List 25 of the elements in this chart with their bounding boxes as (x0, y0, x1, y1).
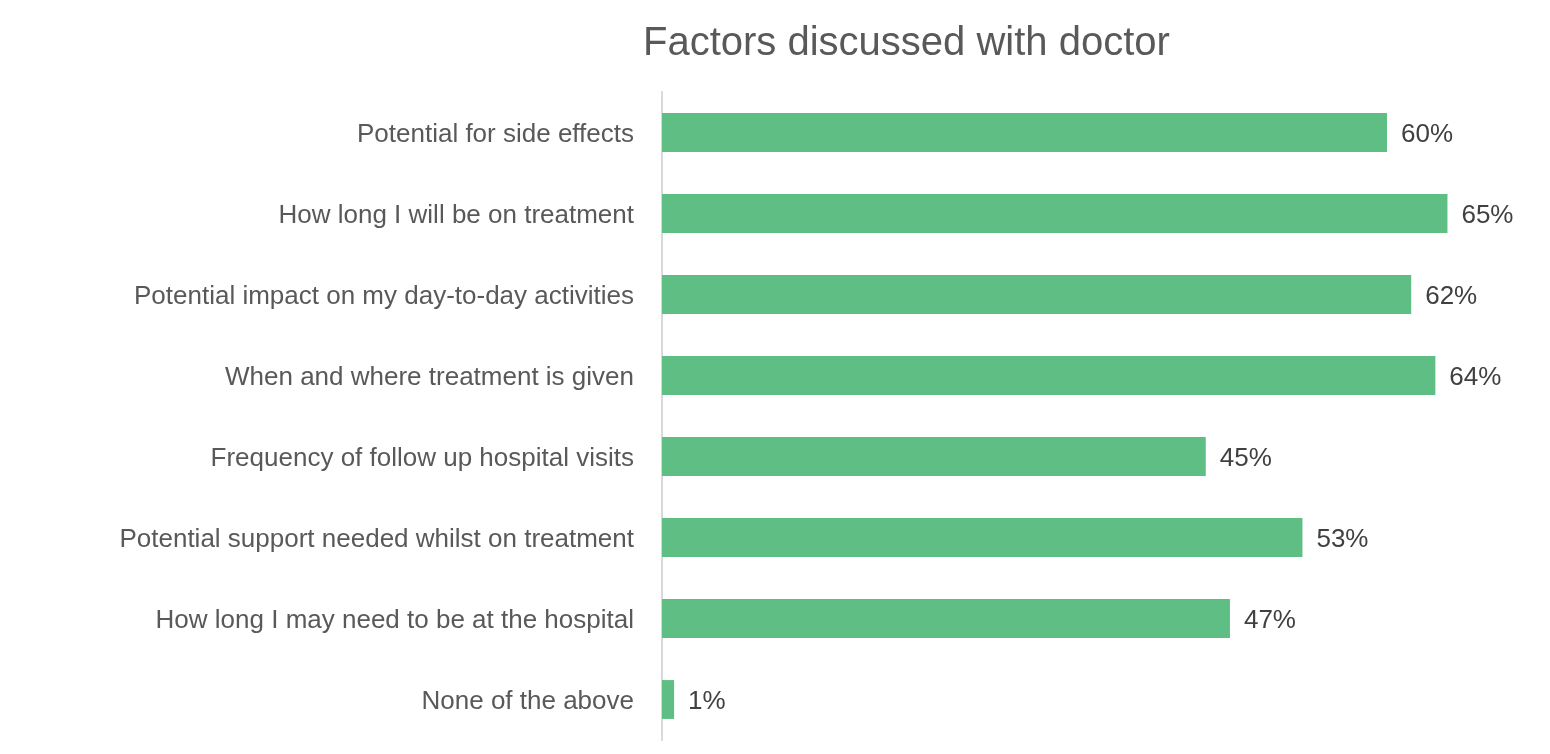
y-tick-label: Potential support needed whilst on treatment (119, 522, 635, 553)
y-tick-label: Frequency of follow up hospital visits (210, 441, 634, 472)
y-tick-label: None of the above (421, 684, 634, 715)
data-label: 45% (1219, 441, 1272, 472)
y-tick-label: Potential for side effects (356, 117, 634, 148)
bar (662, 437, 1206, 476)
bar (662, 680, 675, 719)
data-label: 65% (1461, 198, 1514, 229)
data-label: 1% (688, 684, 726, 715)
y-tick-label: Potential impact on my day-to-day activities (134, 279, 634, 310)
y-tick-label: How long I will be on treatment (278, 198, 635, 229)
bar (662, 356, 1436, 395)
y-tick-label: How long I may need to be at the hospital (155, 603, 634, 634)
data-label: 47% (1243, 603, 1296, 634)
bar (662, 599, 1230, 638)
bar (662, 518, 1303, 557)
bar (662, 113, 1388, 152)
data-label: 53% (1316, 522, 1369, 553)
bar (662, 194, 1448, 233)
y-tick-label: When and where treatment is given (225, 360, 634, 391)
bar (662, 275, 1412, 314)
data-label: 60% (1401, 117, 1454, 148)
chart-title: Factors discussed with doctor (643, 19, 1170, 63)
data-label: 64% (1449, 360, 1502, 391)
data-label: 62% (1425, 279, 1478, 310)
